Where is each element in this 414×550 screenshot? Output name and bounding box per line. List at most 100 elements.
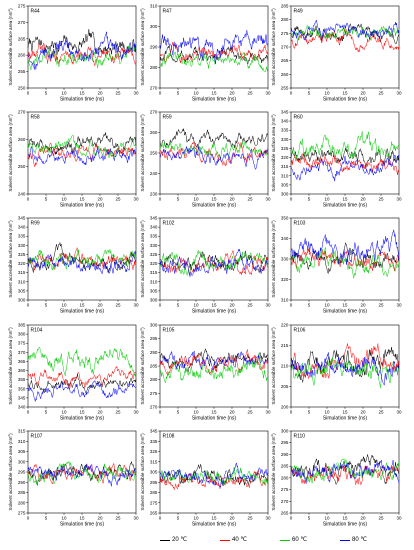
y-tick-label: 300 [150,298,158,303]
x-tick-label: 25 [247,516,253,521]
x-tick-label: 10 [193,197,199,202]
series-line-60 [27,134,137,158]
x-tick-label: 30 [265,516,271,521]
x-tick-label: 25 [378,516,384,521]
y-tick-label: 250 [150,151,158,156]
y-tick-label: 285 [18,490,26,495]
x-tick-label: 30 [265,91,271,96]
x-tick-label: 15 [342,91,348,96]
x-tick-label: 20 [97,410,103,415]
y-tick-label: 325 [150,449,158,454]
y-tick-label: 355 [18,377,26,382]
x-axis-label: Simulation time (ns) [60,97,105,103]
series-line-80 [290,352,400,387]
series-line-80 [159,350,269,371]
chart-figure: 0 5 10 15 20 25 30250255260265270275R44Simulat… [7,4,402,528]
plot-frame [159,324,269,408]
panel-R106: 0 5 10 15 20 25 30 200 205 210 215 220 R106 Simulatio… [270,323,402,422]
panel-R58: 0 5 10 15 20 25 30 240 250 260 270 R58 Simulation ti… [7,110,139,209]
y-tick-label: 305 [18,288,26,293]
x-tick-label: 30 [133,516,139,521]
x-tick-label: 25 [247,303,253,308]
legend-label-20: 20 ℃ [172,537,188,543]
series-line-80 [159,145,269,170]
y-axis-label: Solvent accessible surface area (nm2) [270,114,276,192]
legend-swatch-60 [280,540,290,542]
panel-R104: 0 5 10 15 20 25 30 340 345 350 355 360 365 370 375 380 3… [7,323,139,422]
y-tick-label: 335 [150,234,158,239]
x-tick-label: 0 [27,197,30,202]
y-tick-label: 335 [150,439,158,444]
x-axis-label: Simulation time (ns) [323,203,368,209]
series-line-60 [290,131,400,160]
y-tick-label: 300 [281,429,289,434]
y-tick-label: 300 [18,298,26,303]
x-tick-label: 0 [290,410,293,415]
x-tick-label: 0 [290,91,293,96]
x-tick-label: 5 [308,303,311,308]
series-line-80 [290,459,400,484]
x-axis-label: Simulation time (ns) [192,416,237,422]
panel-label: R110 [294,434,306,440]
panel-label: R106 [294,328,306,334]
x-tick-label: 5 [308,410,311,415]
series-line-60 [27,248,137,271]
series-line-40 [159,349,269,376]
x-tick-label: 0 [159,410,162,415]
y-tick-label: 345 [18,395,26,400]
x-tick-label: 10 [324,197,330,202]
y-tick-label: 280 [150,377,158,382]
x-tick-label: 10 [61,303,67,308]
y-tick-label: 330 [281,257,289,262]
y-tick-label: 280 [150,65,158,70]
legend-label-60: 60 ℃ [292,537,308,543]
series-line-80 [290,154,400,182]
y-axis-label: Solvent accessible surface area (nm2) [7,433,13,511]
x-tick-label: 25 [247,91,253,96]
x-tick-label: 30 [133,197,139,202]
x-axis-label: Simulation time (ns) [323,416,368,422]
y-tick-label: 305 [281,182,289,187]
panel-R59: 0 5 10 15 20 25 30 230 240 250 260 270 R59 Simulation… [139,110,271,209]
x-tick-label: 10 [193,410,199,415]
series-line-80 [159,248,269,277]
x-tick-label: 25 [247,197,253,202]
panel-R108: 0 5 10 15 20 25 30 265 275 285 295 305 315 325 335 345 R… [139,429,271,528]
panel-R60: 0 5 10 15 20 25 30 300 305 310 315 320 325 330 335 340 3… [270,110,402,209]
series-line-80 [27,31,137,70]
x-tick-label: 5 [177,410,180,415]
y-tick-label: 275 [18,511,26,516]
y-tick-label: 275 [281,31,289,36]
y-tick-label: 315 [18,270,26,275]
y-tick-label: 310 [281,298,289,303]
x-tick-label: 30 [265,303,271,308]
y-tick-label: 285 [281,464,289,469]
panel-label: R60 [294,115,303,121]
y-axis-label: Solvent accessible surface area (nm2) [139,8,145,86]
y-tick-label: 270 [281,499,289,504]
y-tick-label: 295 [281,440,289,445]
panel-R110: 0 5 10 15 20 25 30 265 270 275 280 285 290 295 300 R110… [270,429,402,528]
panel-label: R107 [31,434,43,440]
x-tick-label: 20 [360,197,366,202]
series-line-40 [290,248,400,272]
y-tick-label: 220 [281,323,289,328]
y-axis-label: Solvent accessible surface area (nm2) [7,220,13,298]
y-tick-label: 385 [18,323,26,328]
series-line-60 [27,460,137,485]
x-tick-label: 15 [211,516,217,521]
x-tick-label: 30 [133,303,139,308]
series-line-60 [159,466,269,486]
x-tick-label: 0 [27,516,30,521]
x-tick-label: 5 [45,91,48,96]
y-tick-label: 335 [281,128,289,133]
x-tick-label: 25 [115,197,121,202]
y-tick-label: 325 [150,252,158,257]
y-tick-label: 215 [281,343,289,348]
y-tick-label: 260 [18,137,26,142]
x-tick-label: 5 [177,197,180,202]
y-axis-label: Solvent accessible surface area (nm2) [7,114,13,192]
y-tick-label: 260 [281,72,289,77]
panel-label: R44 [31,9,40,15]
x-tick-label: 30 [396,91,402,96]
